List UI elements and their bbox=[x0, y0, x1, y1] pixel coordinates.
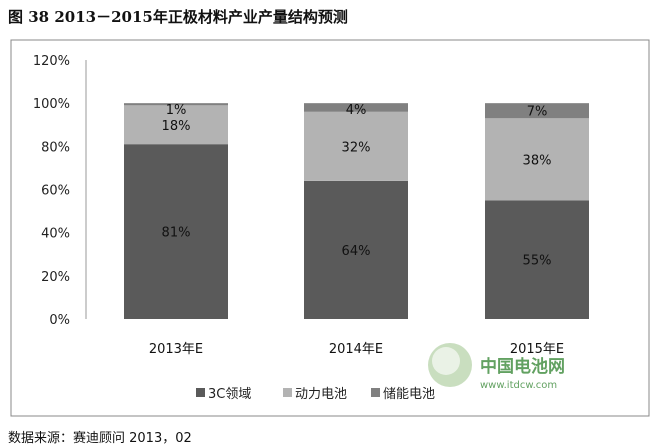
legend-swatch bbox=[283, 388, 292, 397]
y-tick-label: 40% bbox=[41, 227, 70, 242]
bar-segment bbox=[485, 200, 589, 319]
data-label: 1% bbox=[166, 103, 187, 118]
bar-segment bbox=[124, 103, 228, 106]
legend-swatch bbox=[196, 388, 205, 397]
x-tick-label: 2015年E bbox=[510, 342, 564, 357]
y-tick-label: 20% bbox=[41, 270, 70, 285]
data-label: 32% bbox=[342, 140, 371, 155]
bar-segment bbox=[485, 103, 589, 119]
bar-segment bbox=[485, 118, 589, 201]
y-tick-label: 120% bbox=[33, 54, 70, 69]
data-label: 4% bbox=[346, 103, 367, 118]
x-tick-label: 2013年E bbox=[149, 342, 203, 357]
legend-item: 3C领域 bbox=[196, 387, 251, 402]
legend-label: 动力电池 bbox=[295, 387, 347, 402]
data-label: 38% bbox=[523, 153, 552, 168]
data-source: 数据来源：赛迪顾问 2013，02 bbox=[8, 431, 192, 446]
data-label: 81% bbox=[162, 226, 191, 241]
chart-title: 图 38 2013－2015年正极材料产业产量结构预测 bbox=[8, 8, 348, 26]
y-tick-label: 60% bbox=[41, 184, 70, 199]
bar-segment bbox=[304, 111, 408, 181]
legend-label: 储能电池 bbox=[383, 387, 435, 402]
legend-label: 3C领域 bbox=[208, 387, 251, 402]
data-label: 55% bbox=[523, 254, 552, 269]
y-tick-label: 100% bbox=[33, 97, 70, 112]
legend-item: 动力电池 bbox=[283, 387, 347, 402]
data-label: 64% bbox=[342, 244, 371, 259]
y-tick-label: 0% bbox=[49, 313, 70, 328]
bar-segment bbox=[124, 105, 228, 145]
data-label: 18% bbox=[162, 119, 191, 134]
legend-item: 储能电池 bbox=[371, 387, 435, 402]
watermark-logo: 中国电池网 www.itdcw.com bbox=[428, 343, 565, 391]
data-label: 7% bbox=[527, 105, 548, 120]
watermark-url: www.itdcw.com bbox=[480, 380, 557, 391]
bar-segment bbox=[304, 103, 408, 112]
y-tick-label: 80% bbox=[41, 140, 70, 155]
x-tick-label: 2014年E bbox=[329, 342, 383, 357]
watermark-name: 中国电池网 bbox=[480, 356, 565, 377]
bar-segment bbox=[124, 144, 228, 319]
bar-segment bbox=[304, 180, 408, 319]
legend-swatch bbox=[371, 388, 380, 397]
